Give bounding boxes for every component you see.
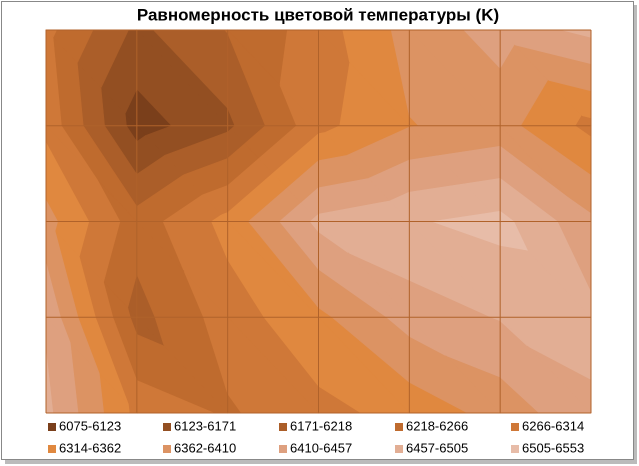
legend-swatch <box>163 445 171 453</box>
legend-swatch <box>279 423 287 431</box>
legend-swatch <box>163 423 171 431</box>
legend-swatch <box>395 423 403 431</box>
plot-area <box>45 29 592 414</box>
legend-label: 6505-6553 <box>522 440 584 455</box>
legend-label: 6123-6171 <box>174 418 236 433</box>
legend-label: 6266-6314 <box>522 418 584 433</box>
legend-label: 6314-6362 <box>59 440 121 455</box>
legend-label: 6218-6266 <box>406 418 468 433</box>
legend-swatch <box>48 423 56 431</box>
legend: 6075-6123 6123-6171 6171-6218 6218-6266 6266… <box>48 418 584 455</box>
chart-title: Равномерность цветовой температуры (K) <box>137 5 499 24</box>
legend-swatch <box>48 445 56 453</box>
legend-label: 6457-6505 <box>406 440 468 455</box>
legend-swatch <box>279 445 287 453</box>
legend-label: 6075-6123 <box>59 418 121 433</box>
legend-label: 6171-6218 <box>290 418 352 433</box>
legend-label: 6410-6457 <box>290 440 352 455</box>
legend-swatch <box>511 423 519 431</box>
legend-label: 6362-6410 <box>174 440 236 455</box>
legend-swatch <box>511 445 519 453</box>
legend-swatch <box>395 445 403 453</box>
